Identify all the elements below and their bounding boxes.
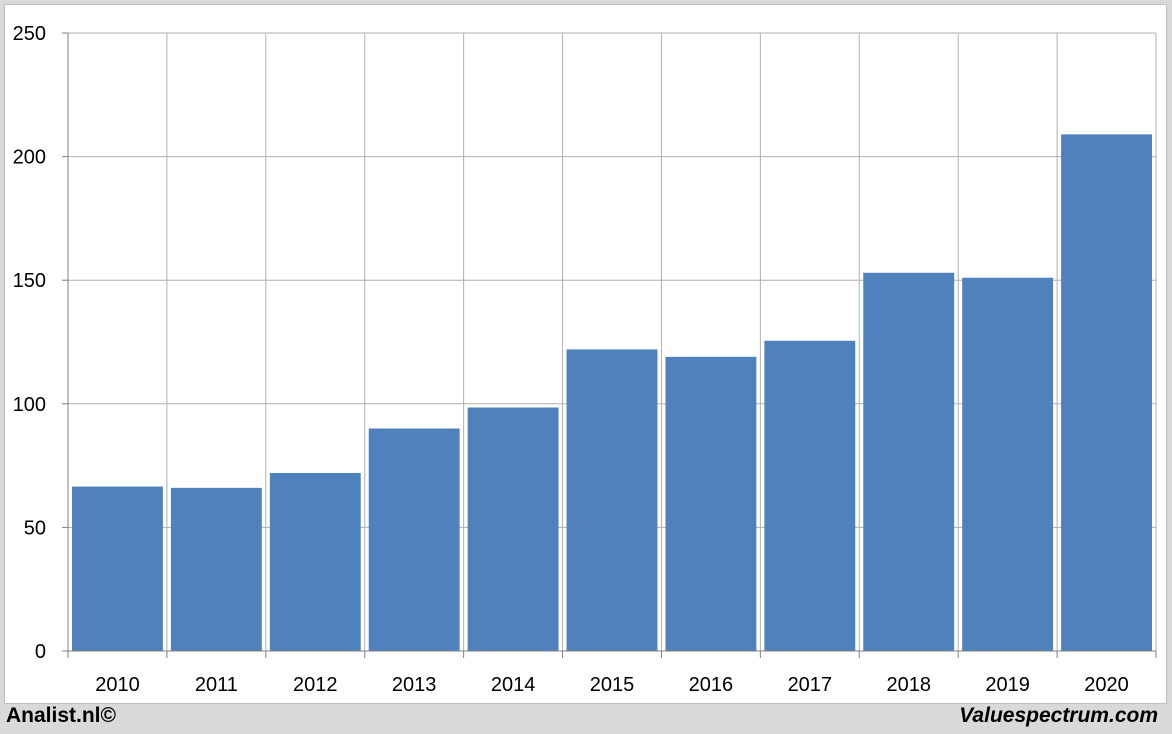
bar-2014 bbox=[467, 407, 559, 651]
y-tick-labels: 0 50 100 150 200 250 bbox=[13, 23, 46, 663]
bar-2012 bbox=[269, 473, 361, 651]
bar-2011 bbox=[170, 487, 262, 651]
x-tick-labels: 2010 2011 2012 2013 2014 2015 2016 2017 2018 2019… bbox=[95, 674, 1129, 696]
bar-2016 bbox=[665, 356, 757, 651]
x-tick-label: 2012 bbox=[293, 674, 338, 696]
x-tick-label: 2014 bbox=[491, 674, 536, 696]
bar-2018 bbox=[863, 272, 955, 651]
y-tick-label: 100 bbox=[13, 394, 46, 416]
bar-2015 bbox=[566, 349, 658, 651]
x-tick-label: 2020 bbox=[1084, 674, 1129, 696]
bar-2017 bbox=[764, 340, 856, 651]
x-tick-label: 2011 bbox=[195, 674, 238, 696]
y-tick-label: 200 bbox=[13, 147, 46, 169]
footer-left-credit: Analist.nl© bbox=[6, 704, 116, 727]
x-tick-label: 2017 bbox=[788, 674, 833, 696]
bar-2020 bbox=[1061, 134, 1152, 652]
bar-2019 bbox=[962, 277, 1054, 651]
y-tick-label: 150 bbox=[13, 270, 46, 292]
x-tick-label: 2018 bbox=[886, 674, 931, 696]
y-tick-label: 250 bbox=[13, 23, 46, 45]
bar-2010 bbox=[72, 486, 163, 651]
y-tick-label: 50 bbox=[24, 517, 46, 539]
y-tick-label: 0 bbox=[35, 641, 46, 663]
bar-2013 bbox=[368, 428, 460, 651]
footer-right-credit: Valuespectrum.com bbox=[959, 704, 1158, 727]
x-tick-label: 2010 bbox=[95, 674, 140, 696]
x-tick-label: 2015 bbox=[590, 674, 635, 696]
x-tick-label: 2016 bbox=[689, 674, 734, 696]
bar-chart: 0 50 100 150 200 250 2010 2011 2012 2013 2014 2015… bbox=[13, 23, 1157, 696]
bars bbox=[72, 134, 1152, 652]
x-tick-label: 2019 bbox=[985, 674, 1030, 696]
x-tick-label: 2013 bbox=[392, 674, 437, 696]
axes bbox=[62, 32, 1157, 658]
